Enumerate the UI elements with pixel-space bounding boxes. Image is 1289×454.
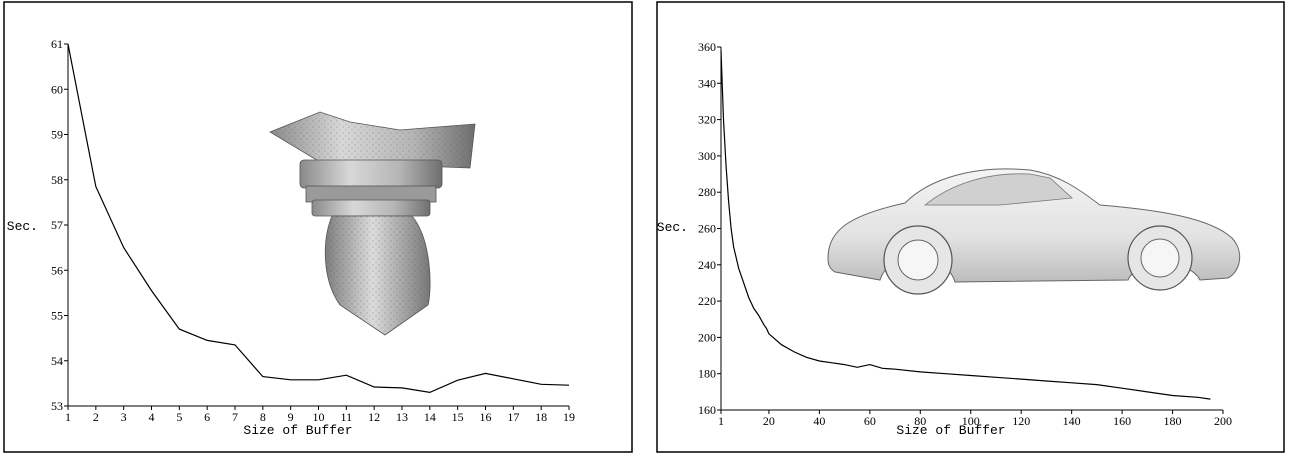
x-tick-label: 17 [507,410,519,424]
x-axis-label: Size of Buffer [243,423,352,438]
left-panel-frame [3,1,633,453]
column-capital-model-image [269,111,476,336]
y-tick-label: 53 [51,399,63,413]
x-axis-label: Size of Buffer [896,423,1005,438]
x-tick-label: 140 [1063,414,1081,428]
y-tick-label: 260 [698,222,716,236]
x-tick-label: 15 [452,410,464,424]
y-tick-label: 57 [51,218,63,232]
y-tick-label: 360 [698,40,716,54]
x-tick-label: 5 [176,410,182,424]
x-tick-label: 80 [914,414,926,428]
x-tick-label: 100 [962,414,980,428]
x-tick-label: 8 [260,410,266,424]
x-tick-label: 11 [341,410,353,424]
x-tick-label: 16 [480,410,492,424]
x-tick-label: 7 [232,410,238,424]
x-tick-label: 14 [424,410,436,424]
x-tick-label: 120 [1012,414,1030,428]
x-tick-label: 1 [718,414,724,428]
x-tick-label: 4 [149,410,155,424]
right-panel-frame [656,1,1285,453]
x-tick-label: 20 [763,414,775,428]
y-tick-label: 54 [51,354,63,368]
y-tick-label: 180 [698,367,716,381]
y-tick-label: 56 [51,263,63,277]
x-tick-label: 180 [1164,414,1182,428]
y-axis-label: Sec. [7,219,38,234]
x-tick-label: 200 [1214,414,1232,428]
y-tick-label: 61 [51,37,63,51]
y-tick-label: 280 [698,185,716,199]
y-tick-label: 55 [51,309,63,323]
x-tick-label: 18 [535,410,547,424]
x-tick-label: 40 [813,414,825,428]
y-tick-label: 340 [698,76,716,90]
y-axis-label: Sec. [657,220,688,235]
y-tick-label: 200 [698,330,716,344]
x-tick-label: 12 [368,410,380,424]
y-tick-label: 320 [698,113,716,127]
series-line [720,50,1211,400]
x-tick-label: 19 [563,410,575,424]
x-tick-label: 3 [121,410,127,424]
y-tick-label: 160 [698,403,716,417]
x-tick-label: 13 [396,410,408,424]
x-tick-label: 60 [864,414,876,428]
x-tick-label: 10 [313,410,325,424]
x-tick-label: 1 [65,410,71,424]
series-line [67,43,570,394]
sports-car-model-image [827,168,1241,295]
x-tick-label: 2 [93,410,99,424]
y-tick-label: 60 [51,82,63,96]
y-tick-label: 240 [698,258,716,272]
x-tick-label: 6 [204,410,210,424]
y-tick-label: 300 [698,149,716,163]
y-tick-label: 59 [51,128,63,142]
x-tick-label: 160 [1113,414,1131,428]
x-tick-label: 9 [288,410,294,424]
y-tick-label: 58 [51,173,63,187]
y-tick-label: 220 [698,294,716,308]
